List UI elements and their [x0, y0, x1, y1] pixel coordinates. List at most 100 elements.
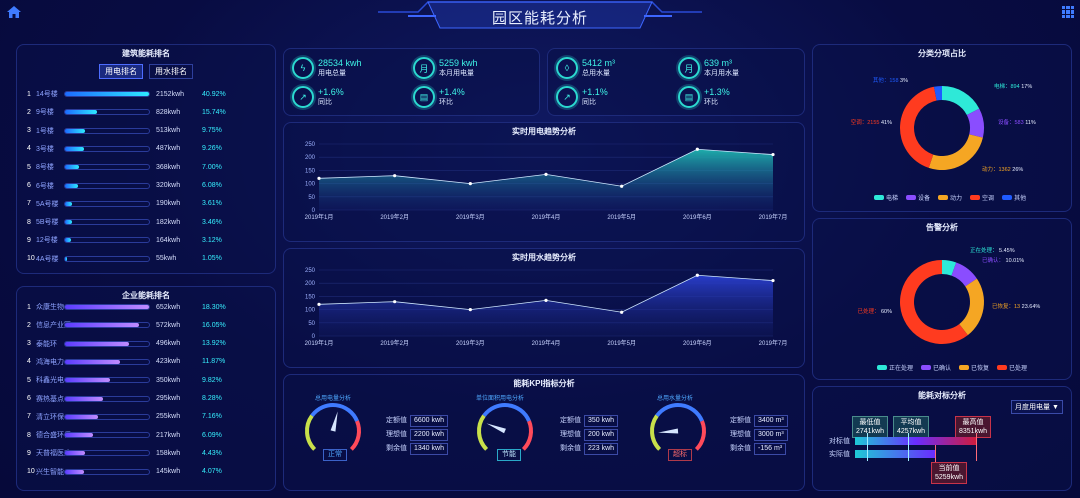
apps-grid-icon[interactable] — [1062, 6, 1074, 18]
legend-item[interactable]: 已处理 — [997, 363, 1027, 372]
electricity-kpi-panel — [283, 48, 540, 116]
legend-item[interactable]: 正在处理 — [877, 363, 913, 372]
legend-item[interactable]: 已恢复 — [959, 363, 989, 372]
rank-percent: 7.16% — [202, 413, 222, 421]
rank-number: 5 — [27, 376, 31, 384]
rank-name: 12号楼 — [36, 237, 58, 245]
rank-value: 423kwh — [156, 358, 181, 366]
gauge-arc — [477, 414, 489, 451]
pie-slice — [951, 262, 977, 287]
legend-item[interactable]: 空调 — [970, 193, 994, 202]
alarm-pie-title: 告警分析 — [926, 223, 958, 232]
min-value: 2741kwh — [856, 428, 885, 435]
rank-bar — [64, 377, 150, 384]
y-tick-label: 100 — [305, 308, 316, 314]
gauge3-status: 超标 — [668, 449, 692, 461]
rank-bar-fill — [65, 220, 73, 225]
rank-bar-fill — [65, 396, 103, 401]
legend-label: 空调 — [982, 196, 995, 202]
max-label: 最高值 — [962, 419, 984, 426]
company-rank-panel: 企业能耗排名 — [16, 286, 276, 491]
g2-v3: 223 kwh — [584, 443, 619, 455]
rank-row: 4 3号楼 487kwh 9.26% — [27, 143, 222, 155]
home-icon[interactable] — [7, 6, 21, 18]
legend-swatch — [921, 365, 932, 370]
g3-k3: 剩余值 — [730, 445, 751, 452]
water-total-kpi: ◊ 5412 m³ 总用水量 — [556, 57, 615, 79]
tab-water-rank[interactable]: 用水排名 — [149, 64, 193, 79]
water-month-value: 639 m³ — [704, 58, 733, 68]
kpi-gauge-panel: 能耗KPI指标分析 — [283, 374, 805, 491]
rank-bar-fill — [65, 128, 85, 133]
compare-select[interactable]: 月度用电量 ▼ — [1011, 400, 1063, 414]
rank-name: 8号楼 — [36, 164, 54, 172]
g3-k1: 定额值 — [730, 417, 751, 424]
water-month-kpi: 月 639 m³ 本月用水量 — [678, 57, 739, 79]
y-tick-label: 200 — [305, 155, 316, 161]
legend-item[interactable]: 其他 — [1002, 193, 1026, 202]
rank-value: 828kwh — [156, 108, 181, 116]
rank-value: 2152kwh — [156, 90, 185, 98]
y-tick-label: 150 — [305, 294, 316, 300]
alarm-pie-chart: 正在处理： 5.45% 已确认： 10.01% 已恢复：13 23.64% 已处理： … — [857, 246, 1040, 344]
rank-row: 5 8号楼 368kwh 7.00% — [27, 161, 222, 173]
g1-k2: 理想值 — [386, 431, 407, 438]
g2-v1: 350 kwh — [584, 415, 619, 427]
data-point — [771, 152, 775, 157]
gauge2-values: 定额值 350 kwh 理想值 200 kwh 剩余值 223 kwh — [560, 414, 619, 456]
x-tick-label: 2019年5月 — [607, 213, 636, 221]
x-tick-label: 2019年7月 — [759, 213, 788, 221]
slice-label: 设备：583 11% — [998, 118, 1036, 126]
gauge3-values: 定额值 3400 m³ 理想值 3000 m³ 剩余值 -156 m³ — [730, 414, 788, 456]
rank-bar — [64, 145, 150, 152]
rank-bar — [64, 237, 150, 244]
water-total-value: 5412 m³ — [582, 58, 616, 68]
legend-label: 正在处理 — [889, 366, 914, 372]
rank-number: 8 — [27, 431, 31, 439]
gauge-arc — [694, 420, 706, 451]
rank-percent: 6.08% — [202, 182, 222, 189]
legend-item[interactable]: 已确认 — [921, 363, 951, 372]
tab-electricity-rank[interactable]: 用电排名 — [99, 64, 143, 79]
rank-bar-fill — [65, 305, 149, 309]
legend-item[interactable]: 电梯 — [874, 193, 898, 202]
rank-name: 3号楼 — [36, 145, 54, 153]
water-yoy-value: +1.1% — [582, 87, 608, 97]
legend-item[interactable]: 设备 — [906, 193, 930, 202]
page-header: 园区能耗分析 — [378, 0, 702, 34]
g1-v1: 6600 kwh — [410, 415, 448, 427]
pie-slice — [966, 108, 984, 138]
gauge-arc — [482, 403, 531, 422]
rank-value: 190kwh — [156, 200, 181, 208]
legend-label: 已处理 — [1009, 366, 1028, 372]
rank-number: 4 — [27, 145, 31, 153]
water-yoy-kpi: ↗ +1.1% 同比 — [556, 86, 608, 108]
legend-label: 其他 — [1014, 196, 1027, 202]
rank-value: 158kwh — [156, 449, 181, 457]
rank-percent: 4.07% — [202, 468, 222, 476]
rank-number: 10 — [27, 255, 35, 263]
gauge-arc — [349, 420, 361, 451]
trend-icon: ↗ — [292, 86, 314, 108]
current-marker — [935, 445, 936, 463]
rank-number: 10 — [27, 468, 35, 476]
gauge-arc — [650, 414, 662, 451]
rank-value: 487kwh — [156, 145, 181, 153]
slice-label: 已处理： 60% — [857, 307, 892, 315]
rank-number: 6 — [27, 182, 31, 189]
rank-percent: 15.74% — [202, 108, 226, 116]
rank-bar-fill — [65, 323, 139, 328]
rank-bar-fill — [65, 414, 98, 419]
rank-row: 3 1号楼 513kwh 9.75% — [27, 125, 222, 137]
y-tick-label: 250 — [305, 142, 316, 148]
rank-percent: 11.87% — [202, 358, 226, 366]
rank-bar-fill — [65, 183, 78, 188]
legend-item[interactable]: 动力 — [938, 193, 962, 202]
rank-bar — [64, 200, 150, 207]
rank-number: 5 — [27, 163, 31, 171]
avg-marker — [908, 433, 909, 461]
data-point — [468, 182, 472, 186]
rank-bar — [64, 468, 150, 475]
data-point — [695, 147, 699, 151]
current-label: 当前值 — [938, 465, 960, 472]
